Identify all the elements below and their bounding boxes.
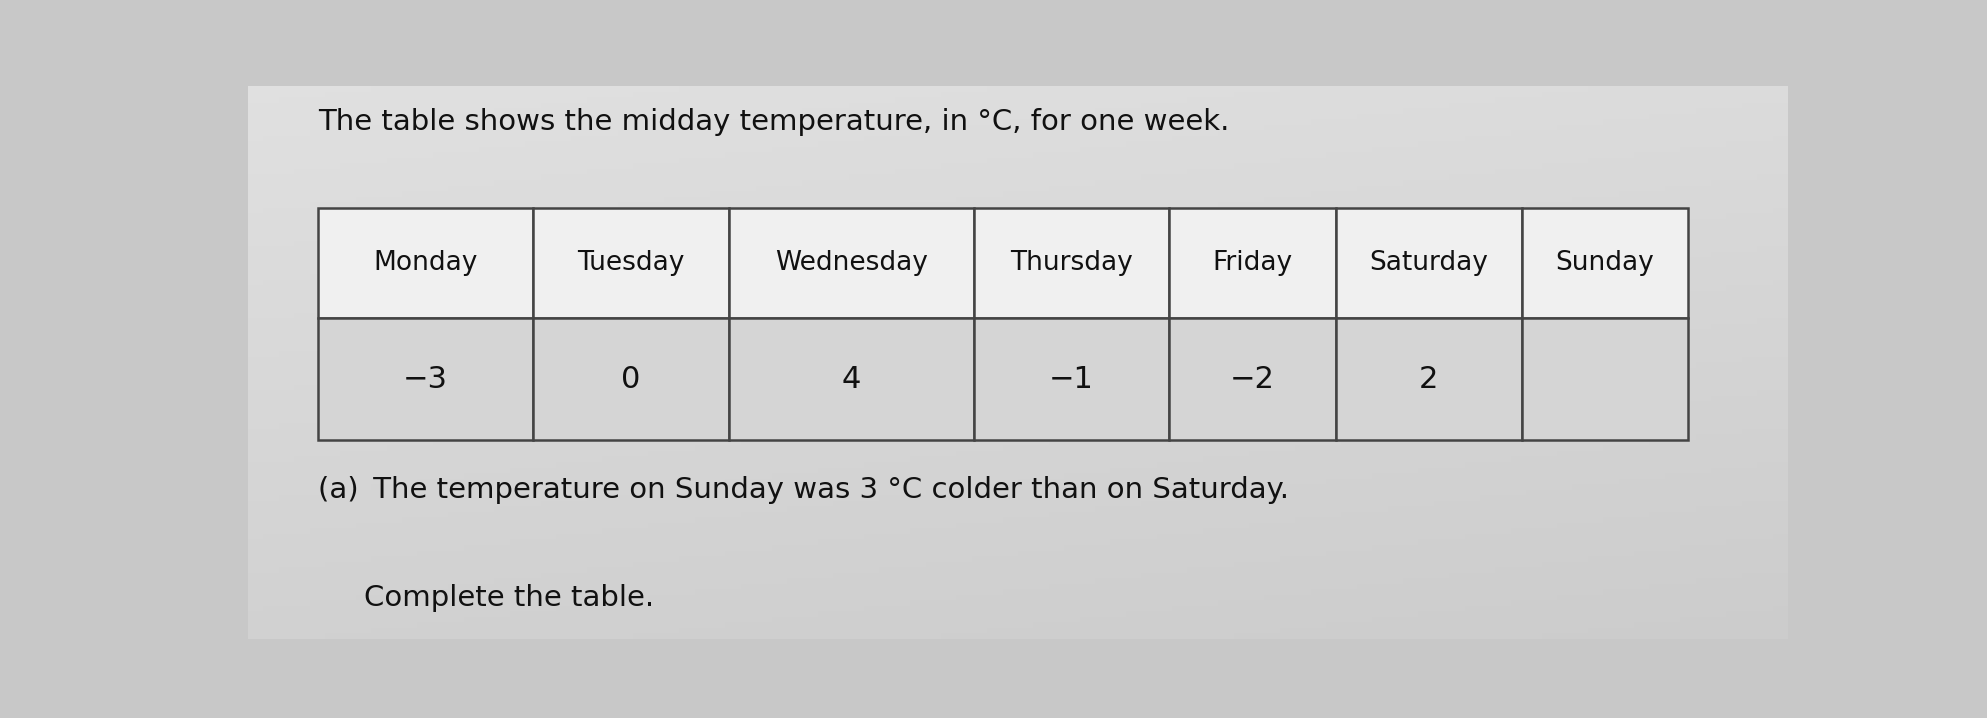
Bar (729, 318, 974, 440)
Bar (1522, 318, 1689, 440)
Text: −3: −3 (403, 365, 447, 393)
Text: Monday: Monday (374, 250, 477, 276)
Text: Tuesday: Tuesday (578, 250, 686, 276)
Bar (533, 208, 729, 318)
Text: The table shows the midday temperature, in °C, for one week.: The table shows the midday temperature, … (318, 108, 1230, 136)
Bar (1170, 208, 1335, 318)
Text: Complete the table.: Complete the table. (364, 584, 654, 612)
Bar (1335, 208, 1522, 318)
Text: 0: 0 (622, 365, 640, 393)
Text: Thursday: Thursday (1009, 250, 1133, 276)
Bar (974, 208, 1170, 318)
Text: Saturday: Saturday (1369, 250, 1488, 276)
Bar (1335, 318, 1522, 440)
Bar (974, 318, 1170, 440)
Text: Friday: Friday (1212, 250, 1294, 276)
Text: (a) The temperature on Sunday was 3 °C colder than on Saturday.: (a) The temperature on Sunday was 3 °C c… (318, 476, 1290, 504)
Text: −1: −1 (1049, 365, 1095, 393)
Text: 2: 2 (1419, 365, 1439, 393)
Text: Wednesday: Wednesday (775, 250, 928, 276)
Bar (318, 318, 533, 440)
Text: Sunday: Sunday (1556, 250, 1655, 276)
Bar (1170, 318, 1335, 440)
Text: 4: 4 (842, 365, 860, 393)
Bar (729, 208, 974, 318)
Bar (1522, 208, 1689, 318)
Text: −2: −2 (1230, 365, 1276, 393)
Bar (318, 208, 533, 318)
Bar (533, 318, 729, 440)
